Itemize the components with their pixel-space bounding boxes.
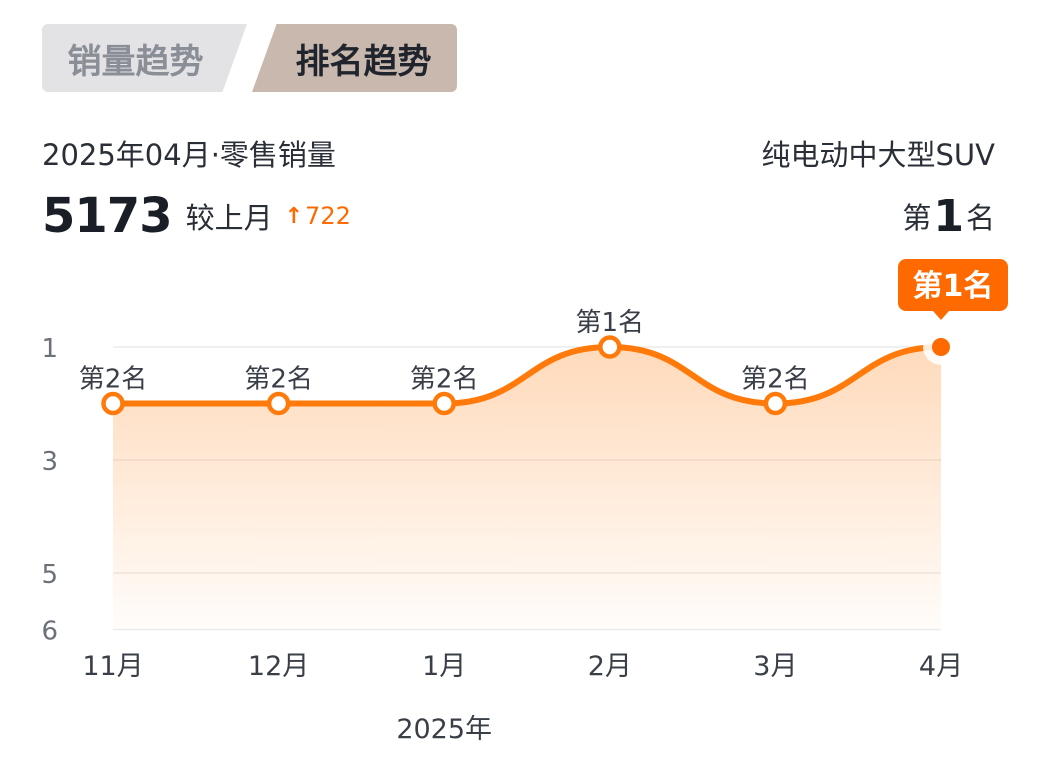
compare-label: 较上月 xyxy=(185,201,273,235)
category-label: 纯电动中大型SUV xyxy=(761,138,995,172)
data-point xyxy=(266,391,291,416)
tab-sales-trend[interactable]: 销量趋势 xyxy=(42,24,247,92)
data-point xyxy=(598,335,622,359)
data-label: 第2名 xyxy=(410,365,479,395)
y-tick-label: 5 xyxy=(41,560,58,590)
rank-number: 1 xyxy=(933,190,964,242)
x-tick-label: 11月 xyxy=(82,651,143,682)
sales-summary: 5173 较上月 ↑ 722 xyxy=(42,186,351,246)
series-area xyxy=(113,347,941,630)
x-tick-label: 4月 xyxy=(919,651,963,682)
tab-rank-trend[interactable]: 排名趋势 xyxy=(252,24,457,92)
delta-badge: ↑ 722 xyxy=(285,202,351,230)
x-year-label: 2025年 xyxy=(396,714,492,745)
data-point xyxy=(432,391,456,416)
data-label: 第1名 xyxy=(913,269,994,304)
rank-suffix: 名 xyxy=(965,201,995,235)
period-label: 2025年04月·零售销量 xyxy=(42,138,336,172)
rank-prefix: 第 xyxy=(902,201,932,235)
highlight-badge xyxy=(898,259,1008,311)
y-tick-label: 6 xyxy=(41,617,58,647)
x-tick-label: 12月 xyxy=(248,651,309,682)
data-label: 第2名 xyxy=(741,365,810,395)
current-rank: 第 1 名 xyxy=(902,186,995,246)
highlight-badge-pointer xyxy=(933,311,949,320)
data-point xyxy=(763,391,788,416)
data-label: 第1名 xyxy=(576,308,645,338)
data-point-highlight xyxy=(932,338,950,356)
x-tick-label: 2月 xyxy=(588,651,632,682)
data-point xyxy=(101,391,125,416)
arrow-up-icon: ↑ xyxy=(284,203,304,229)
delta-value: 722 xyxy=(305,202,351,230)
data-label: 第2名 xyxy=(79,365,148,395)
x-tick-label: 3月 xyxy=(753,651,797,682)
x-tick-label: 1月 xyxy=(422,651,466,682)
data-label: 第2名 xyxy=(244,365,313,395)
y-tick-label: 1 xyxy=(41,334,58,364)
tab-bar: 销量趋势 排名趋势 xyxy=(42,24,472,94)
y-tick-label: 3 xyxy=(41,447,58,477)
sales-value: 5173 xyxy=(42,188,173,244)
